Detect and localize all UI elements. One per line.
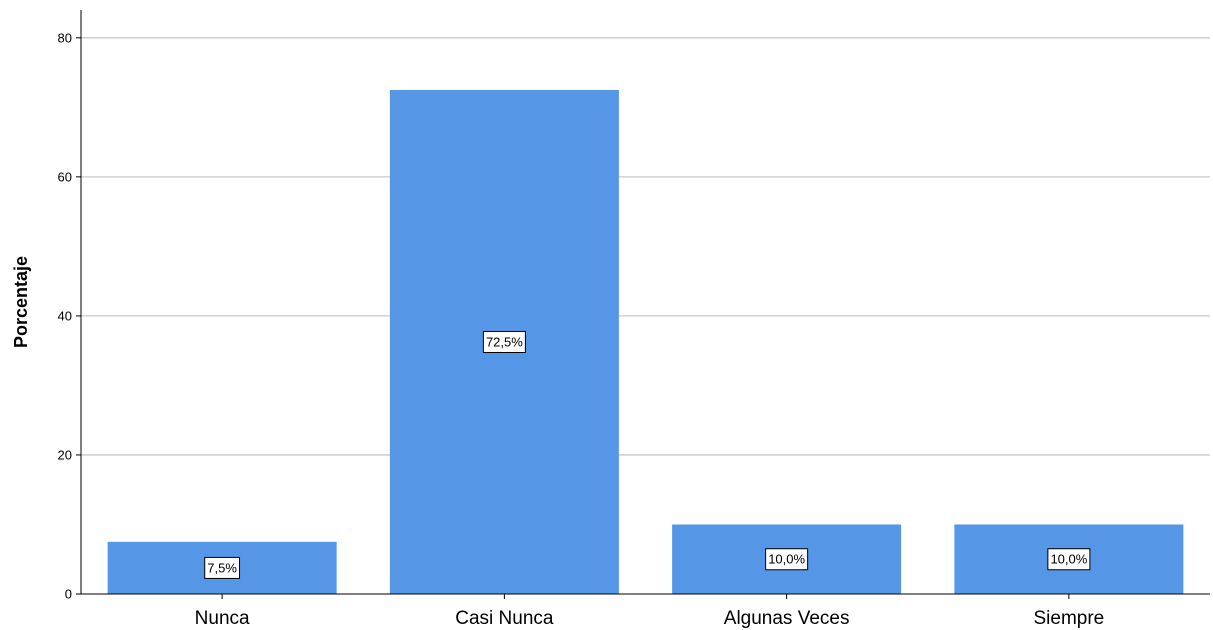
bars xyxy=(107,89,1184,594)
x-category-label: Algunas Veces xyxy=(724,608,850,629)
data-label: 10,0% xyxy=(1050,552,1087,567)
x-category-label: Nunca xyxy=(195,608,250,629)
y-axis-title: Porcentaje xyxy=(11,256,31,348)
data-label-box xyxy=(765,548,809,571)
y-tick-label: 0 xyxy=(65,587,72,602)
x-category-label: Casi Nunca xyxy=(455,608,554,629)
data-label: 7,5% xyxy=(207,560,237,575)
data-labels: 7,5% 72,5% 10,0% 10,0% xyxy=(204,330,1091,579)
axes: 0 20 40 60 80 Nunca Casi Nunca Algunas Veces Sie… xyxy=(58,10,1210,629)
y-tick-label: 20 xyxy=(58,447,72,462)
data-label-box xyxy=(204,556,241,579)
x-category-label: Siempre xyxy=(1034,608,1105,629)
y-tick-label: 60 xyxy=(58,169,72,184)
data-label-box xyxy=(1047,548,1091,571)
y-tick-label: 80 xyxy=(58,30,72,45)
y-tick-label: 40 xyxy=(58,308,72,323)
gridlines xyxy=(81,37,1210,456)
data-label: 72,5% xyxy=(486,334,523,349)
data-label-box xyxy=(482,330,526,353)
data-label: 10,0% xyxy=(768,552,805,567)
